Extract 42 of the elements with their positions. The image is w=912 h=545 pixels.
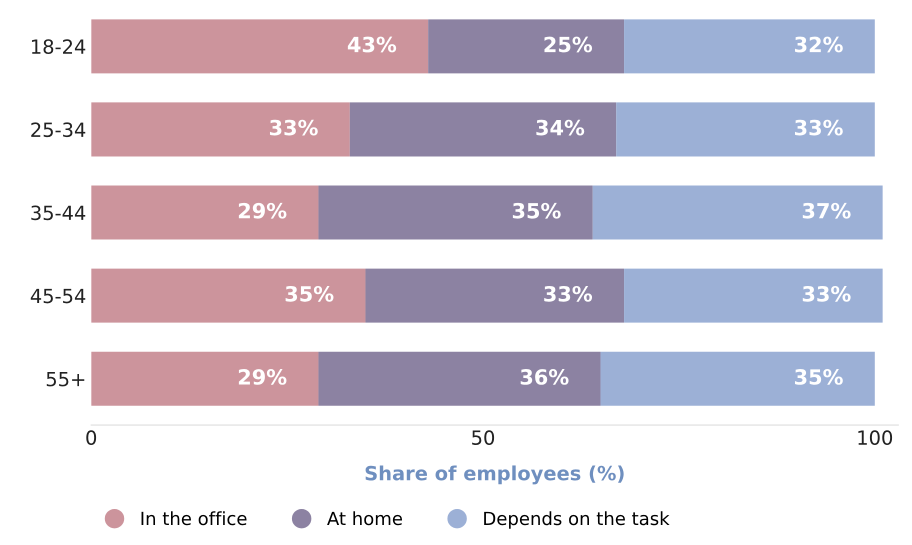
- x-tick-label: 100: [858, 430, 892, 446]
- bar: [91, 102, 350, 156]
- data-label: 32%: [794, 36, 843, 52]
- legend-label: At home: [327, 511, 402, 526]
- bar: [592, 186, 883, 240]
- data-label: 29%: [238, 369, 286, 385]
- data-label: 33%: [270, 120, 318, 136]
- data-label: 36%: [520, 369, 569, 385]
- bar: [91, 19, 428, 74]
- data-label: 25%: [544, 36, 592, 52]
- data-label: 33%: [544, 286, 592, 302]
- bar: [616, 102, 875, 156]
- bar: [428, 19, 624, 74]
- legend-label: In the office: [142, 511, 247, 526]
- bar: [91, 268, 366, 323]
- data-label: 34%: [536, 120, 584, 136]
- data-label: 29%: [238, 202, 286, 219]
- bar: [624, 268, 883, 323]
- data-label: 35%: [512, 202, 561, 219]
- bar: [350, 102, 616, 156]
- y-tick-label: 25-34: [31, 122, 86, 138]
- bar: [318, 352, 601, 406]
- y-tick-label: 45-54: [30, 288, 86, 304]
- x-tick-label: 50: [472, 430, 494, 446]
- data-label: 35%: [286, 286, 334, 302]
- bar: [624, 19, 875, 74]
- bar: [91, 352, 318, 406]
- data-label: 33%: [794, 120, 843, 136]
- data-label: 37%: [802, 202, 851, 219]
- bar: [91, 186, 318, 240]
- data-label: 43%: [348, 36, 396, 52]
- y-tick-label: 18-24: [32, 39, 86, 54]
- y-tick-label: 35-44: [31, 206, 86, 220]
- bar: [318, 186, 593, 240]
- y-tick-label: 55+: [46, 372, 84, 386]
- data-label: 35%: [794, 369, 843, 385]
- bar: [365, 268, 624, 323]
- x-axis-title: Share of employees (%): [366, 465, 624, 484]
- bar: [600, 352, 875, 406]
- data-label: 33%: [802, 286, 851, 302]
- legend-label: Depends on the task: [484, 511, 670, 529]
- x-tick-label: 0: [86, 430, 96, 446]
